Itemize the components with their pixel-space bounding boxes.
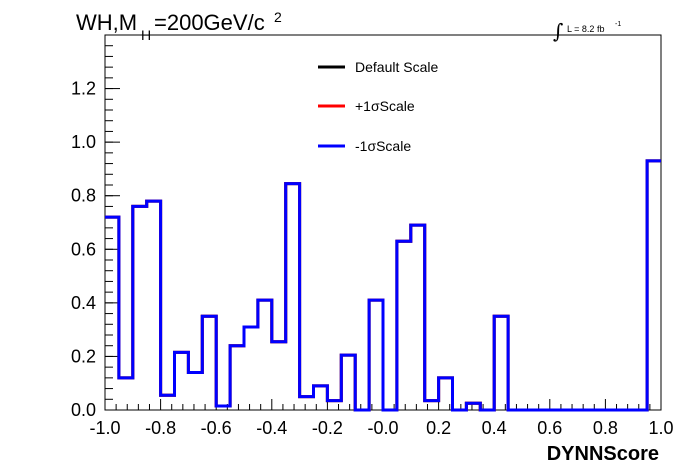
legend-label: +1σScale — [355, 98, 415, 114]
y-tick-label: 0.8 — [71, 186, 96, 206]
x-tick-label: -0.6 — [201, 418, 232, 438]
title-main: WH,M — [76, 10, 137, 35]
y-tick-label: 0.0 — [71, 400, 96, 420]
legend: Default Scale +1σScale -1σScale — [318, 59, 438, 154]
y-tick-label: 0.6 — [71, 239, 96, 259]
x-tick-label: 0.6 — [537, 418, 562, 438]
title-rest: =200GeV/c — [154, 10, 265, 35]
x-tick-label: -0.4 — [256, 418, 287, 438]
x-tick-label: 1.0 — [648, 418, 673, 438]
x-tick-label: -1.0 — [89, 418, 120, 438]
lumi-text: L = 8.2 fb — [567, 24, 604, 34]
legend-label: Default Scale — [355, 59, 438, 75]
x-tick-label: -0.8 — [145, 418, 176, 438]
chart-title: WH,M H =200GeV/c 2 — [76, 9, 282, 43]
series-group — [105, 159, 661, 412]
x-tick-label: -0.2 — [312, 418, 343, 438]
lumi-superscript: -1 — [615, 21, 621, 28]
y-tick-label: 0.4 — [71, 293, 96, 313]
x-axis-title: DYNNScore — [547, 443, 659, 465]
legend-label: -1σScale — [355, 138, 411, 154]
y-tick-label: 0.2 — [71, 346, 96, 366]
title-superscript: 2 — [274, 9, 282, 25]
y-axis: 0.0 0.2 0.4 0.6 0.8 1.0 1.2 — [71, 45, 120, 420]
x-tick-label: 0.4 — [482, 418, 507, 438]
x-tick-label: -0.0 — [367, 418, 398, 438]
integral-symbol: ∫ — [553, 19, 563, 43]
y-tick-label: 1.0 — [71, 132, 96, 152]
x-axis: -1.0 -0.8 -0.6 -0.4 -0.2 -0.0 0.2 0.4 0.6 0.8 1.0 — [89, 399, 674, 438]
x-tick-label: 0.8 — [593, 418, 618, 438]
x-tick-label: 0.2 — [426, 418, 451, 438]
y-tick-label: 1.2 — [71, 79, 96, 99]
series-line-2 — [105, 159, 661, 412]
luminosity-label: ∫ L = 8.2 fb -1 — [553, 19, 621, 43]
